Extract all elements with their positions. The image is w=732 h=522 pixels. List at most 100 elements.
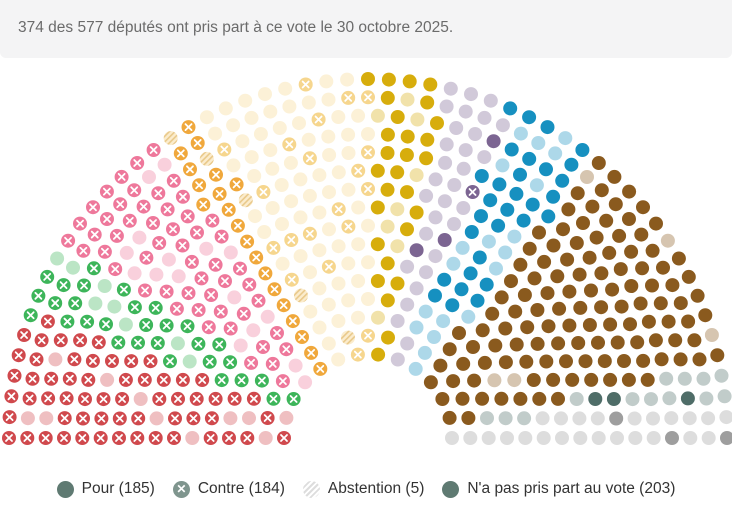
contre-x-icon xyxy=(51,299,60,307)
seat-absent xyxy=(293,249,308,264)
seat-pour xyxy=(380,293,395,308)
contre-x-icon xyxy=(90,230,99,239)
seat-contre xyxy=(276,298,291,313)
contre-x-icon xyxy=(62,394,71,403)
seat-pour xyxy=(591,156,606,170)
seat-contre xyxy=(97,244,112,259)
contre-x-icon xyxy=(169,225,177,234)
seat-pour xyxy=(400,129,415,144)
seat-contre xyxy=(29,352,44,367)
seat-contre xyxy=(266,240,281,255)
seat-contre xyxy=(282,137,297,152)
contre-x-icon xyxy=(280,434,288,442)
contre-x-icon xyxy=(80,281,88,290)
seat-pour xyxy=(661,314,676,329)
seat-pour xyxy=(516,213,531,228)
seat-pour xyxy=(474,209,488,224)
seat-pour xyxy=(673,352,688,367)
seat-absent xyxy=(244,150,259,165)
seat-pour xyxy=(552,301,567,316)
seat-pour xyxy=(530,303,545,317)
seat-contre xyxy=(124,354,139,369)
seat-absent xyxy=(258,431,273,445)
contre-x-icon xyxy=(97,414,106,423)
contre-x-icon xyxy=(353,350,362,359)
contre-x-icon xyxy=(37,336,46,345)
seat-contre xyxy=(116,282,131,297)
contre-x-icon xyxy=(236,264,244,273)
seat-pour xyxy=(641,314,656,329)
contre-x-icon xyxy=(89,357,97,365)
seat-contre xyxy=(286,392,301,406)
seat-absent xyxy=(351,200,366,215)
seat-absent xyxy=(107,299,122,314)
seat-absent xyxy=(322,222,336,237)
seat-contre xyxy=(229,177,244,192)
seat-pour xyxy=(532,225,546,240)
seat-absent xyxy=(88,296,103,311)
seat-absent xyxy=(272,121,287,135)
contre-x-icon xyxy=(225,434,233,442)
seat-absent xyxy=(456,201,471,215)
seat-absent xyxy=(610,431,624,445)
contre-x-icon xyxy=(195,181,204,190)
seat-pour xyxy=(463,266,478,281)
seat-contre xyxy=(81,372,96,387)
seat-absent xyxy=(627,411,642,426)
seat-contre xyxy=(137,372,152,387)
seat-contre xyxy=(57,411,72,426)
contre-x-icon xyxy=(23,434,32,442)
seat-pour xyxy=(485,306,500,321)
seat-absent xyxy=(477,150,492,165)
seat-absent xyxy=(301,95,316,110)
seat-absent xyxy=(580,170,594,184)
seat-absent xyxy=(39,411,54,426)
seat-absent xyxy=(644,392,658,407)
seat-absent xyxy=(417,345,432,360)
seat-absent xyxy=(555,431,569,445)
seat-contre xyxy=(218,274,232,289)
seat-absent xyxy=(133,392,148,406)
contre-x-icon xyxy=(60,414,69,423)
seat-pour xyxy=(607,169,622,184)
seat-absent xyxy=(97,279,112,293)
contre-x-icon xyxy=(7,392,16,401)
seat-pour xyxy=(624,279,639,293)
contre-x-icon xyxy=(154,189,163,198)
seat-absent xyxy=(481,431,496,445)
seat-contre xyxy=(130,431,145,445)
seat-contre xyxy=(195,373,210,387)
seat-pour xyxy=(687,333,702,348)
seat-pour xyxy=(681,269,696,284)
seat-absent xyxy=(275,217,289,231)
seat-pour xyxy=(648,333,663,348)
contre-x-icon xyxy=(193,139,202,147)
contre-x-icon xyxy=(71,299,80,308)
seat-contre xyxy=(192,178,207,193)
seat-contre xyxy=(131,411,146,426)
contre-x-icon xyxy=(204,323,213,332)
seat-pour xyxy=(455,391,470,406)
seat-absent xyxy=(170,336,185,351)
seat-contre xyxy=(2,431,16,445)
contre-x-icon xyxy=(186,165,194,174)
seat-contre xyxy=(233,261,247,276)
seat-absent xyxy=(408,361,423,376)
seat-abstention xyxy=(341,330,355,345)
contre-x-icon xyxy=(232,180,241,189)
contre-x-icon xyxy=(199,200,208,209)
seat-pour xyxy=(559,354,573,369)
contre-x-icon xyxy=(32,355,41,364)
contre-x-icon xyxy=(269,394,278,403)
seat-pour xyxy=(609,411,624,426)
seat-absent xyxy=(127,266,142,281)
contre-x-icon xyxy=(263,414,272,422)
seat-pour xyxy=(472,250,487,265)
seat-pour xyxy=(522,241,537,256)
seat-contre xyxy=(217,142,232,157)
seat-pour xyxy=(671,251,686,266)
seat-contre xyxy=(112,411,127,426)
seat-pour xyxy=(467,373,482,388)
contre-x-icon xyxy=(78,434,87,442)
seat-absent xyxy=(226,118,241,133)
